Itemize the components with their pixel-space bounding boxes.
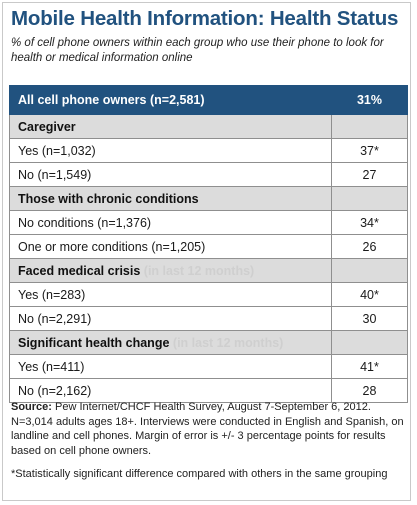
row-value: 26	[331, 234, 408, 259]
row-value: 27	[331, 162, 408, 187]
row-label: Yes (n=1,032)	[9, 138, 332, 163]
row-value: 30	[331, 306, 408, 331]
row-value: 41*	[331, 354, 408, 379]
group-value-cell	[331, 114, 408, 139]
row-value: 40*	[331, 282, 408, 307]
group-label: Significant health change (in last 12 mo…	[9, 330, 332, 355]
row-value: 37*	[331, 138, 408, 163]
group-name: Significant health change	[18, 335, 170, 350]
footnote: *Statistically significant difference co…	[11, 468, 388, 480]
table-row: No (n=1,549) 27	[9, 162, 408, 187]
group-name: Those with chronic conditions	[18, 191, 199, 206]
group-label: Faced medical crisis (in last 12 months)	[9, 258, 332, 283]
total-label: All cell phone owners (n=2,581)	[9, 85, 332, 115]
table-row: Yes (n=411) 41*	[9, 354, 408, 379]
table-row: Yes (n=283) 40*	[9, 282, 408, 307]
group-value-cell	[331, 258, 408, 283]
group-value-cell	[331, 330, 408, 355]
source-text: Pew Internet/CHCF Health Survey, August …	[11, 401, 404, 457]
group-header-row: Caregiver	[9, 114, 408, 139]
chart-title: Mobile Health Information: Health Status	[11, 7, 399, 30]
row-label: Yes (n=411)	[9, 354, 332, 379]
row-label: No conditions (n=1,376)	[9, 210, 332, 235]
group-qualifier: (in last 12 months)	[172, 335, 284, 350]
group-header-row: Significant health change (in last 12 mo…	[9, 330, 408, 355]
data-table: All cell phone owners (n=2,581) 31% Care…	[9, 85, 408, 403]
source-label: Source:	[11, 401, 52, 413]
group-name: Caregiver	[18, 119, 76, 134]
group-label: Caregiver	[9, 114, 332, 139]
row-label: No (n=2,291)	[9, 306, 332, 331]
group-label: Those with chronic conditions	[9, 186, 332, 211]
group-qualifier: (in last 12 months)	[143, 263, 255, 278]
total-row: All cell phone owners (n=2,581) 31%	[9, 85, 408, 115]
row-label: No (n=2,162)	[9, 378, 332, 403]
row-value: 28	[331, 378, 408, 403]
group-value-cell	[331, 186, 408, 211]
row-label: Yes (n=283)	[9, 282, 332, 307]
table-row: No (n=2,291) 30	[9, 306, 408, 331]
table-row: Yes (n=1,032) 37*	[9, 138, 408, 163]
chart-subtitle: % of cell phone owners within each group…	[11, 37, 384, 64]
table-row: One or more conditions (n=1,205) 26	[9, 234, 408, 259]
source-note: Source: Pew Internet/CHCF Health Survey,…	[11, 400, 407, 458]
group-header-row: Faced medical crisis (in last 12 months)	[9, 258, 408, 283]
row-value: 34*	[331, 210, 408, 235]
row-label: One or more conditions (n=1,205)	[9, 234, 332, 259]
group-header-row: Those with chronic conditions	[9, 186, 408, 211]
row-label: No (n=1,549)	[9, 162, 332, 187]
chart-card: Mobile Health Information: Health Status…	[2, 2, 411, 501]
table-row: No conditions (n=1,376) 34*	[9, 210, 408, 235]
table-row: No (n=2,162) 28	[9, 378, 408, 403]
total-value: 31%	[331, 85, 408, 115]
group-name: Faced medical crisis	[18, 263, 141, 278]
